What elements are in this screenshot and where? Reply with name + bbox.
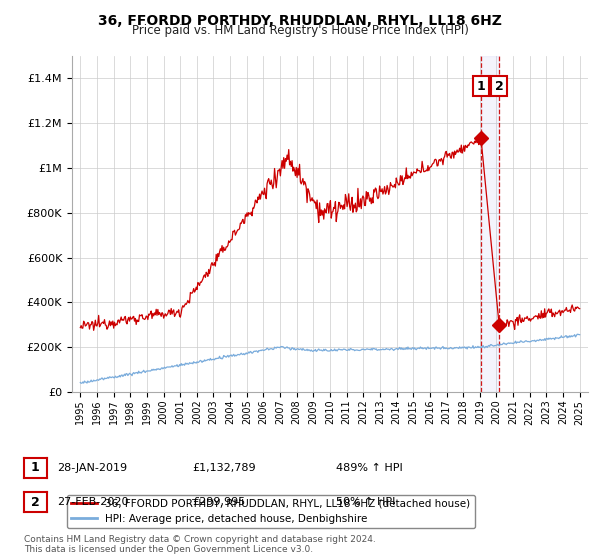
Text: 50% ↑ HPI: 50% ↑ HPI — [336, 497, 395, 507]
Text: 27-FEB-2020: 27-FEB-2020 — [57, 497, 128, 507]
Text: £299,995: £299,995 — [192, 497, 245, 507]
Text: Price paid vs. HM Land Registry's House Price Index (HPI): Price paid vs. HM Land Registry's House … — [131, 24, 469, 36]
Text: 1: 1 — [476, 80, 485, 93]
Bar — [481, 56, 499, 392]
Text: 489% ↑ HPI: 489% ↑ HPI — [336, 463, 403, 473]
Text: 36, FFORDD PORTHDY, RHUDDLAN, RHYL, LL18 6HZ: 36, FFORDD PORTHDY, RHUDDLAN, RHYL, LL18… — [98, 14, 502, 28]
Text: Contains HM Land Registry data © Crown copyright and database right 2024.
This d: Contains HM Land Registry data © Crown c… — [24, 535, 376, 554]
Text: 2: 2 — [495, 80, 503, 93]
Text: £1,132,789: £1,132,789 — [192, 463, 256, 473]
Legend: 36, FFORDD PORTHDY, RHUDDLAN, RHYL, LL18 6HZ (detached house), HPI: Average pric: 36, FFORDD PORTHDY, RHUDDLAN, RHYL, LL18… — [67, 494, 475, 528]
Text: 2: 2 — [31, 496, 40, 509]
Text: 28-JAN-2019: 28-JAN-2019 — [57, 463, 127, 473]
Text: 1: 1 — [31, 461, 40, 474]
